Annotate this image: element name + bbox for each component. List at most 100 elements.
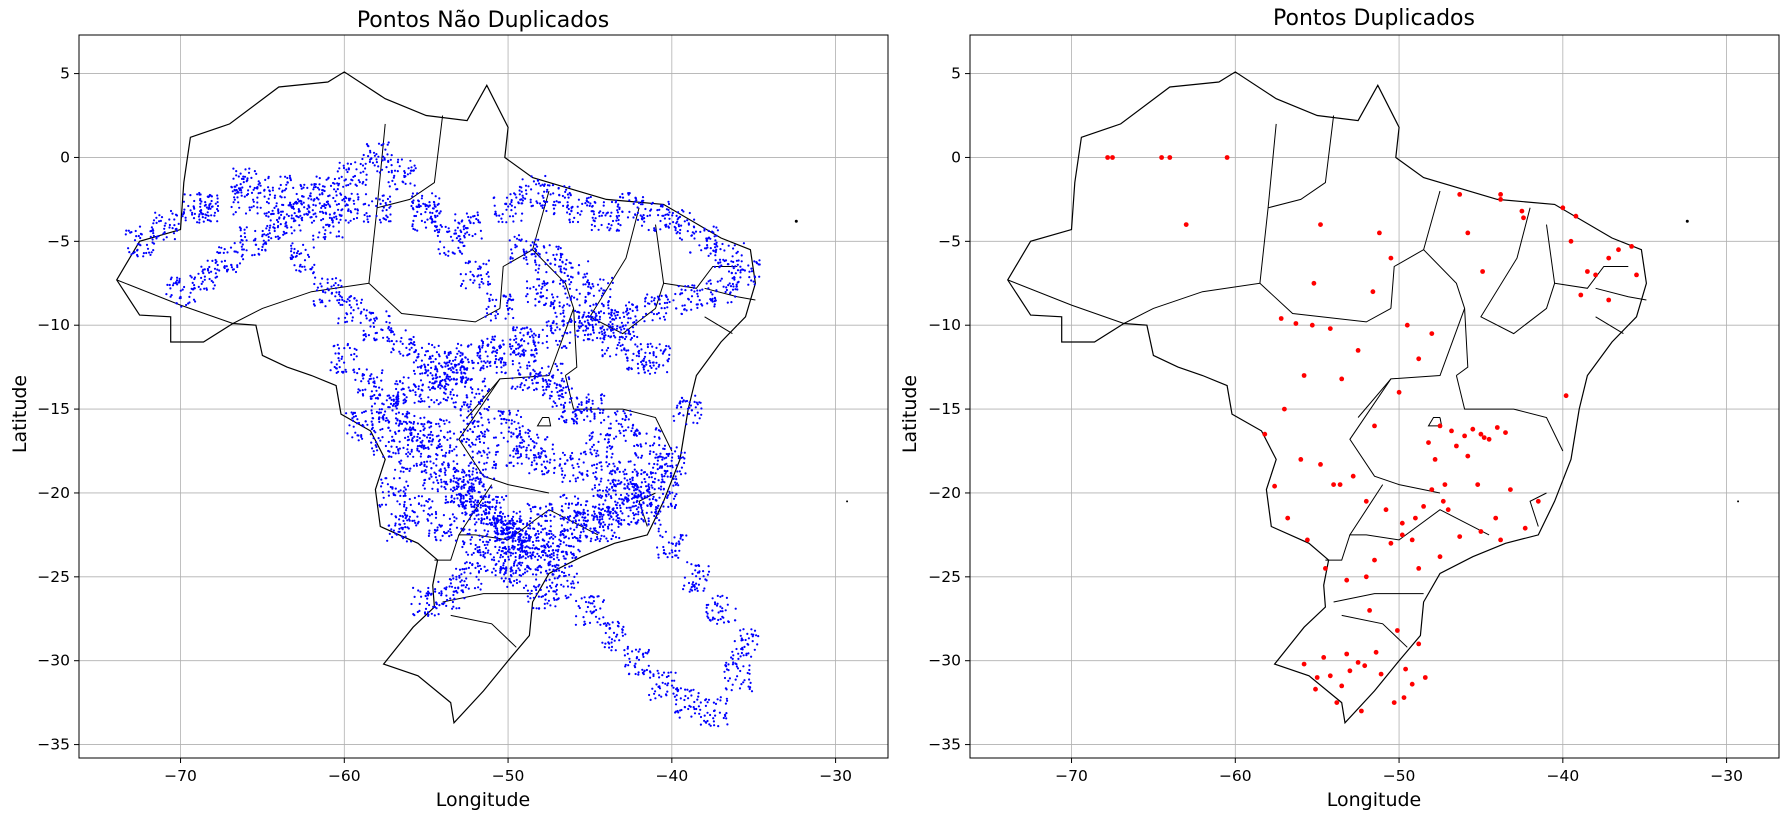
scatter-point xyxy=(534,555,537,558)
scatter-point xyxy=(394,452,397,455)
scatter-point xyxy=(536,179,540,182)
scatter-point xyxy=(488,506,491,510)
scatter-point xyxy=(124,233,127,236)
scatter-point xyxy=(584,299,587,302)
scatter-point xyxy=(534,243,538,246)
scatter-point xyxy=(592,517,595,520)
scatter-point xyxy=(486,398,490,401)
scatter-point xyxy=(295,269,298,272)
scatter-point xyxy=(556,553,559,556)
scatter-point xyxy=(562,281,565,284)
scatter-point xyxy=(649,361,652,364)
scatter-point xyxy=(625,335,628,338)
scatter-point xyxy=(553,257,557,260)
scatter-point xyxy=(594,505,597,508)
scatter-point xyxy=(399,352,402,355)
scatter-point xyxy=(621,501,624,504)
scatter-point xyxy=(479,567,483,571)
scatter-point xyxy=(676,482,679,485)
scatter-point xyxy=(422,202,425,205)
scatter-point xyxy=(191,213,194,216)
scatter-point xyxy=(643,471,647,474)
scatter-point xyxy=(423,444,426,447)
scatter-point xyxy=(424,366,427,369)
scatter-point xyxy=(531,540,535,544)
scatter-point xyxy=(559,256,563,259)
scatter-point xyxy=(318,298,321,301)
scatter-point xyxy=(403,486,406,489)
scatter-point xyxy=(584,275,587,278)
scatter-point xyxy=(420,504,423,507)
scatter-point xyxy=(640,469,643,472)
scatter-point xyxy=(634,315,637,318)
scatter-point xyxy=(434,510,437,514)
scatter-point xyxy=(481,502,484,505)
scatter-point xyxy=(549,584,552,588)
scatter-point xyxy=(420,388,423,391)
scatter-point xyxy=(398,447,401,450)
scatter-point xyxy=(238,206,241,209)
scatter-point xyxy=(633,321,636,324)
scatter-point xyxy=(333,212,336,215)
scatter-point xyxy=(740,260,743,263)
scatter-point xyxy=(494,545,497,549)
scatter-point xyxy=(528,386,531,389)
scatter-point xyxy=(545,586,549,589)
scatter-point xyxy=(687,412,691,416)
scatter-point xyxy=(443,391,446,394)
scatter-point xyxy=(645,432,648,435)
scatter-point xyxy=(465,473,468,477)
scatter-point xyxy=(378,386,381,389)
scatter-point xyxy=(628,210,631,213)
scatter-point xyxy=(430,522,433,525)
scatter-point xyxy=(324,291,327,294)
scatter-point xyxy=(454,219,457,222)
scatter-point xyxy=(468,488,471,492)
scatter-point xyxy=(474,547,477,551)
scatter-point xyxy=(437,580,440,584)
scatter-point xyxy=(497,519,500,522)
scatter-point xyxy=(508,215,512,218)
scatter-point xyxy=(514,571,517,575)
scatter-point xyxy=(549,513,552,517)
scatter-point xyxy=(600,223,603,227)
scatter-point xyxy=(348,346,351,350)
scatter-point xyxy=(155,216,158,219)
scatter-point xyxy=(413,496,416,499)
state-border xyxy=(499,190,550,309)
scatter-point xyxy=(499,556,502,559)
scatter-point xyxy=(625,415,628,419)
scatter-point xyxy=(445,594,448,597)
scatter-point xyxy=(360,380,363,383)
scatter-point xyxy=(417,203,420,206)
scatter-point xyxy=(456,591,459,594)
scatter-point xyxy=(624,429,627,432)
scatter-point xyxy=(443,486,446,489)
scatter-point xyxy=(553,598,556,602)
scatter-point xyxy=(462,365,465,368)
scatter-point xyxy=(357,439,360,442)
scatter-point xyxy=(420,423,423,426)
scatter-point xyxy=(557,558,560,562)
scatter-point xyxy=(541,183,544,186)
scatter-point xyxy=(488,511,491,514)
scatter-point xyxy=(504,547,508,551)
scatter-point xyxy=(597,228,600,231)
scatter-point xyxy=(642,316,645,319)
scatter-point xyxy=(392,348,395,351)
scatter-point xyxy=(656,459,660,462)
scatter-point xyxy=(610,211,613,214)
scatter-point xyxy=(601,495,604,498)
scatter-point xyxy=(518,193,521,196)
scatter-point xyxy=(407,353,410,356)
scatter-point xyxy=(535,592,538,596)
scatter-point xyxy=(735,252,738,255)
scatter-point xyxy=(322,217,325,221)
scatter-point xyxy=(457,587,460,590)
scatter-point xyxy=(572,545,575,548)
scatter-point xyxy=(663,217,667,220)
scatter-point xyxy=(564,263,567,266)
scatter-point xyxy=(247,171,251,174)
scatter-point xyxy=(388,420,391,423)
scatter-point xyxy=(471,473,474,476)
